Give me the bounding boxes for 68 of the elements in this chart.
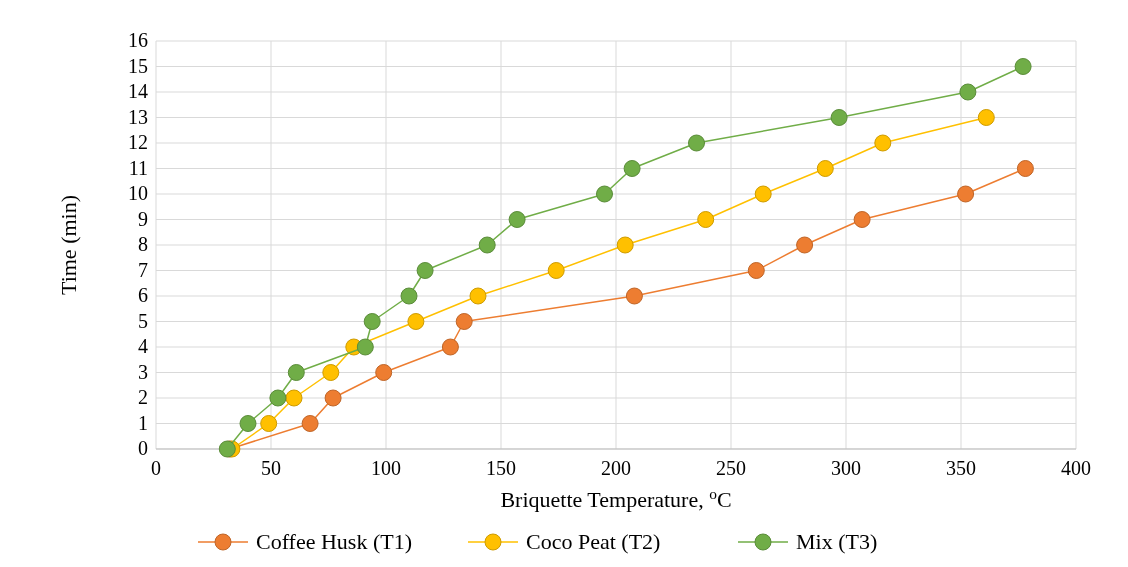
point [625, 287, 643, 305]
y-tick-label: 11 [128, 156, 148, 179]
point [688, 134, 705, 152]
y-tick-label: 1 [138, 411, 148, 434]
point [375, 364, 393, 381]
point [547, 262, 565, 279]
y-tick-label: 13 [128, 105, 148, 128]
y-tick-label: 3 [138, 360, 148, 383]
y-tick-label: 9 [138, 207, 148, 230]
point [959, 83, 977, 101]
y-tick-label: 4 [138, 335, 148, 357]
point [269, 389, 287, 407]
point [697, 211, 715, 228]
x-tick-label: 250 [716, 457, 746, 479]
point [469, 287, 487, 305]
point [796, 236, 814, 254]
point [324, 389, 342, 407]
y-tick-label: 5 [138, 309, 148, 332]
point [830, 109, 848, 126]
point [285, 389, 303, 407]
x-tick-label: 300 [831, 457, 861, 479]
point [260, 415, 278, 432]
point [287, 364, 305, 381]
x-tick-label: 50 [261, 457, 281, 479]
y-tick-label: 12 [128, 131, 148, 153]
point [356, 338, 374, 356]
y-tick-label: 15 [128, 54, 148, 77]
point [363, 313, 381, 330]
y-tick-label: 10 [128, 182, 148, 204]
y-tick-label: 8 [138, 233, 148, 255]
legend-label: Coffee Husk (T1) [256, 529, 412, 554]
point [1014, 58, 1032, 75]
point [441, 338, 459, 356]
x-tick-label: 350 [946, 457, 976, 479]
y-tick-label: 6 [138, 284, 148, 306]
y-tick-label: 2 [138, 386, 148, 408]
y-tick-label: 0 [138, 437, 148, 459]
x-tick-label: 100 [371, 457, 401, 479]
point [1016, 160, 1034, 177]
point [416, 262, 434, 279]
point [322, 364, 340, 381]
y-axis-title: Time (min) [56, 194, 81, 296]
point [853, 211, 871, 228]
point [747, 262, 765, 279]
point [400, 287, 418, 305]
point [977, 109, 995, 126]
point [754, 185, 772, 203]
legend-label: Mix (T3) [796, 529, 878, 554]
point [623, 160, 641, 177]
y-tick-label: 14 [128, 80, 148, 102]
y-tick-label: 7 [138, 258, 148, 281]
point [874, 134, 892, 152]
legend-label: Coco Peat (T2) [526, 529, 661, 554]
point [957, 185, 975, 203]
x-axis-title: Briquette Temperature, $^{o}$C [500, 484, 732, 512]
point [407, 313, 425, 330]
point [301, 415, 319, 432]
x-tick-label: 150 [486, 457, 516, 479]
point [239, 415, 257, 432]
y-tick-label: 16 [128, 29, 148, 51]
x-tick-label: 400 [1061, 457, 1091, 479]
point [455, 313, 473, 330]
point [816, 160, 834, 177]
point [478, 236, 496, 254]
point [616, 236, 634, 254]
point [508, 211, 526, 228]
x-tick-label: 200 [601, 457, 631, 479]
point [596, 185, 613, 203]
